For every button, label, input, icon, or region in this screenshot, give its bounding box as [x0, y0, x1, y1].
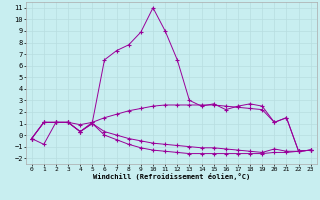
X-axis label: Windchill (Refroidissement éolien,°C): Windchill (Refroidissement éolien,°C) — [92, 173, 250, 180]
